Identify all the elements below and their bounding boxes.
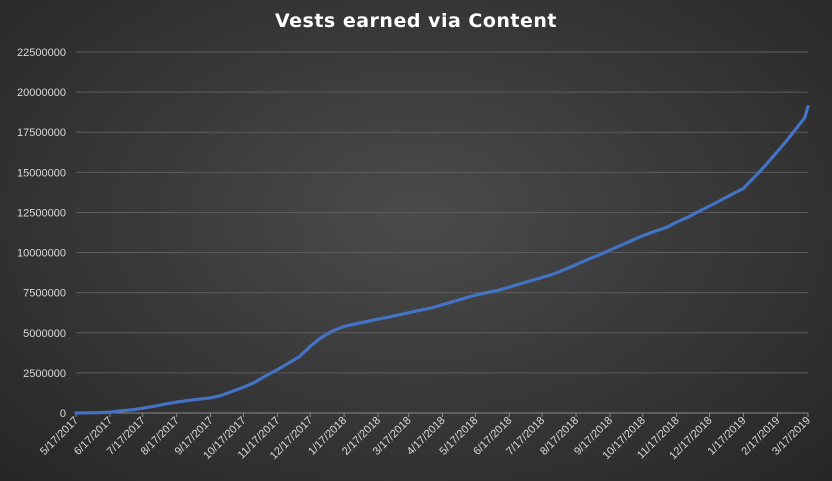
y-tick-label: 7500000 (23, 288, 66, 300)
y-tick-label: 12500000 (17, 207, 66, 219)
y-tick-label: 10000000 (17, 248, 66, 260)
y-tick-label: 2500000 (23, 368, 66, 380)
y-tick-label: 5000000 (23, 328, 66, 340)
y-tick-label: 20000000 (17, 87, 66, 99)
chart-title: Vests earned via Content (274, 10, 557, 32)
series-line (74, 105, 810, 415)
y-tick-label: 22500000 (17, 47, 66, 59)
y-tick-label: 15000000 (17, 167, 66, 179)
y-tick-label: 17500000 (17, 127, 66, 139)
y-tick-label: 0 (60, 408, 66, 420)
